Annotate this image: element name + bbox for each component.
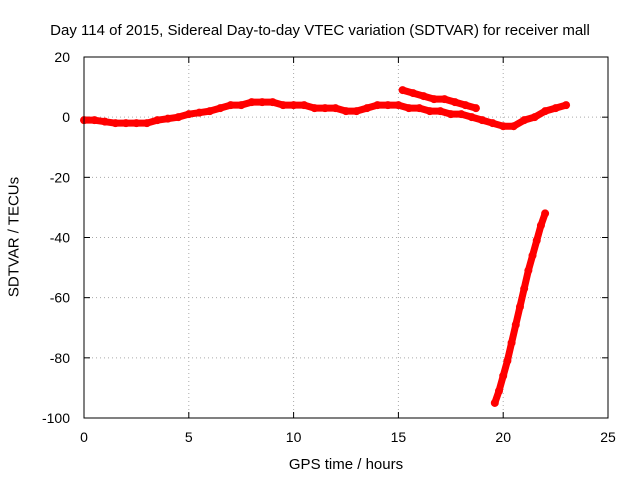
x-axis-label: GPS time / hours [288, 456, 404, 473]
data-point [142, 119, 151, 128]
data-point [503, 356, 512, 365]
y-tick-label: -80 [50, 350, 70, 366]
data-point [247, 98, 256, 107]
plot-frame [83, 56, 609, 419]
data-point [279, 101, 288, 110]
data-point [551, 104, 560, 113]
data-point [467, 113, 476, 122]
data-point [562, 101, 571, 110]
data-point [541, 107, 550, 116]
y-tick-label: -100 [42, 410, 70, 426]
data-point [530, 113, 539, 122]
data-point [258, 98, 267, 107]
data-point [409, 89, 418, 98]
data-point [471, 104, 480, 113]
data-point [524, 266, 533, 275]
x-tick-label: 25 [600, 429, 616, 445]
data-point [310, 104, 319, 113]
data-point [457, 110, 466, 119]
data-point [450, 98, 459, 107]
data-point [532, 236, 541, 245]
x-tick-label: 10 [286, 429, 302, 445]
data-point [111, 119, 120, 128]
data-point [394, 101, 403, 110]
data-point [461, 101, 470, 110]
data-point [490, 398, 499, 407]
data-point [425, 107, 434, 116]
data-point [132, 119, 141, 128]
data-point [436, 107, 445, 116]
data-point [478, 116, 487, 125]
data-point [520, 116, 529, 125]
data-point [100, 117, 109, 126]
y-tick-label: -40 [50, 230, 70, 246]
y-tick-label: -20 [50, 169, 70, 185]
data-point [268, 98, 277, 107]
data-point [163, 114, 172, 123]
data-point [446, 110, 455, 119]
y-tick-label: 20 [54, 49, 70, 65]
data-point [440, 95, 449, 104]
data-point [331, 104, 340, 113]
data-point [342, 107, 350, 116]
x-tick-label: 0 [80, 429, 88, 445]
data-point [373, 101, 382, 110]
x-tick-label: 20 [495, 429, 511, 445]
data-point [507, 338, 516, 347]
data-point [515, 302, 524, 311]
data-point [398, 86, 407, 95]
data-point [499, 122, 508, 131]
y-axis-label: SDTVAR / TECUs [5, 176, 23, 298]
data-point [415, 104, 424, 113]
data-point [495, 386, 504, 395]
data-point [536, 221, 545, 230]
data-point [488, 119, 497, 128]
chart-title: Day 114 of 2015, Sidereal Day-to-day VTE… [50, 22, 590, 39]
data-point [174, 113, 183, 122]
data-point [321, 104, 330, 113]
data-point [289, 101, 298, 110]
data-point [216, 104, 225, 113]
x-tick-label: 5 [185, 429, 193, 445]
data-point [511, 320, 520, 329]
data-point [499, 371, 508, 380]
x-tick-label: 15 [391, 429, 407, 445]
data-point [520, 284, 529, 293]
data-point [509, 122, 518, 131]
data-point [237, 101, 246, 110]
data-point [419, 92, 428, 101]
data-point [352, 107, 361, 116]
data-point [404, 104, 413, 113]
data-point [90, 116, 99, 125]
axis-ticks: 0 5 10 15 20 25 20 0 -20 -40 -60 -80 -100 [42, 49, 616, 445]
plot-area [80, 86, 571, 407]
y-tick-label: 0 [62, 109, 70, 125]
data-point [430, 95, 439, 104]
data-point [184, 110, 193, 119]
data-point [121, 119, 130, 128]
y-tick-label: -60 [50, 290, 70, 306]
data-point [195, 108, 204, 117]
data-point [528, 251, 537, 260]
data-point [362, 104, 371, 113]
data-point [300, 101, 309, 110]
data-point [226, 101, 235, 110]
data-point [383, 101, 392, 110]
data-point [153, 116, 162, 125]
data-point [541, 209, 550, 218]
data-point [205, 107, 214, 116]
